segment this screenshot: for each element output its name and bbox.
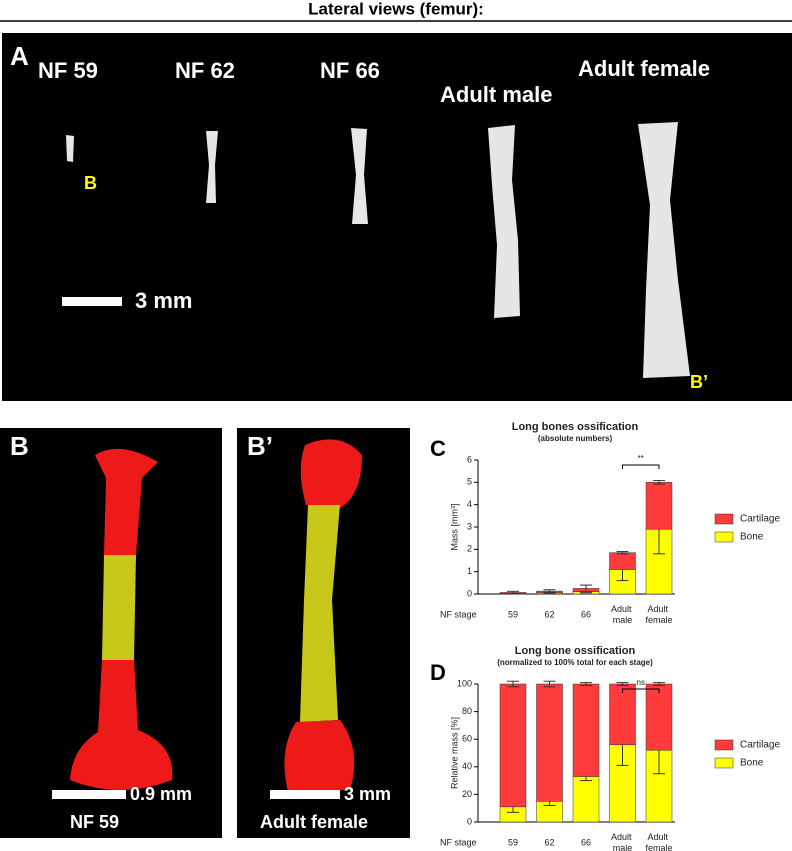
panel-label: C bbox=[430, 436, 446, 461]
marker: B’ bbox=[690, 372, 708, 392]
x-tick-label: 59 bbox=[508, 837, 518, 847]
legend-label: Cartilage bbox=[740, 740, 780, 751]
caption: NF 59 bbox=[70, 812, 119, 832]
caption: Adult female bbox=[260, 812, 368, 832]
stage-label: NF 62 bbox=[175, 58, 235, 83]
y-tick-label: 60 bbox=[462, 734, 472, 744]
panel-label: B bbox=[10, 431, 29, 461]
x-axis-label: NF stage bbox=[440, 609, 477, 619]
y-tick-label: 1 bbox=[467, 566, 472, 576]
error-bar bbox=[543, 680, 556, 688]
annotation: ** bbox=[638, 454, 644, 463]
error-bar bbox=[507, 590, 519, 595]
bone bbox=[66, 135, 74, 162]
bar-segment bbox=[609, 552, 636, 570]
cartilage bbox=[70, 660, 173, 790]
bar-segment bbox=[609, 683, 636, 745]
cartilage bbox=[95, 448, 158, 555]
scale-label: 3 mm bbox=[344, 784, 391, 804]
stage-label: NF 66 bbox=[320, 58, 380, 83]
bar-segment bbox=[536, 683, 563, 802]
bone bbox=[300, 505, 340, 722]
legend-label: Bone bbox=[740, 758, 764, 769]
annotation: ns bbox=[637, 678, 645, 687]
error-bar bbox=[616, 682, 629, 686]
error-bar bbox=[616, 551, 629, 555]
chart-subtitle: (normalized to 100% total for each stage… bbox=[497, 658, 653, 667]
scale-bar bbox=[52, 790, 126, 799]
y-tick-label: 2 bbox=[467, 544, 472, 554]
panel-label: B’ bbox=[247, 431, 273, 461]
panel-label: A bbox=[10, 41, 29, 71]
x-tick-label: 66 bbox=[581, 837, 591, 847]
error-bar bbox=[580, 682, 592, 686]
scale-label: 3 mm bbox=[135, 288, 192, 313]
y-axis-label: Mass [mm³] bbox=[449, 504, 459, 551]
chart-title: Long bone ossification bbox=[515, 645, 636, 657]
legend-swatch bbox=[714, 513, 734, 525]
legend-swatch bbox=[714, 739, 734, 751]
y-tick-label: 20 bbox=[462, 789, 472, 799]
stage-label: Adult female bbox=[578, 56, 710, 81]
scale-label: 0.9 mm bbox=[130, 784, 192, 804]
x-tick-label: Adult female bbox=[645, 604, 672, 625]
y-axis-label: Relative mass [%] bbox=[449, 717, 459, 789]
bone bbox=[206, 131, 218, 203]
bar-segment bbox=[572, 776, 600, 823]
x-tick-label: Adult male bbox=[611, 604, 634, 625]
scale-bar bbox=[270, 790, 340, 799]
bar-segment bbox=[572, 683, 600, 777]
bar-segment bbox=[499, 683, 527, 808]
legend-label: Cartilage bbox=[740, 514, 780, 525]
x-tick-label: 66 bbox=[581, 609, 591, 619]
y-tick-label: 4 bbox=[467, 499, 472, 509]
x-tick-label: 59 bbox=[508, 609, 518, 619]
bone bbox=[488, 125, 520, 318]
error-bar bbox=[507, 680, 519, 688]
stage-label: NF 59 bbox=[38, 58, 98, 83]
marker: B bbox=[84, 173, 97, 193]
panel-label: D bbox=[430, 660, 446, 685]
x-tick-label: 62 bbox=[544, 837, 554, 847]
error-bar bbox=[653, 682, 665, 686]
chart-subtitle: (absolute numbers) bbox=[538, 434, 613, 443]
cartilage bbox=[284, 720, 355, 792]
y-tick-label: 5 bbox=[467, 477, 472, 487]
legend-swatch bbox=[714, 531, 734, 543]
legend-label: Bone bbox=[740, 532, 764, 543]
significance-bracket bbox=[622, 688, 660, 693]
bones bbox=[66, 122, 690, 378]
bone bbox=[638, 122, 690, 378]
chart-title: Long bones ossification bbox=[512, 421, 639, 433]
scale-bar bbox=[62, 297, 122, 306]
significance-bracket bbox=[622, 464, 660, 469]
y-tick-label: 100 bbox=[457, 678, 472, 688]
x-axis-label: NF stage bbox=[440, 837, 477, 847]
bar-segment bbox=[645, 482, 673, 530]
x-tick-label: Adult male bbox=[611, 832, 634, 851]
y-tick-label: 0 bbox=[467, 816, 472, 826]
y-tick-label: 40 bbox=[462, 761, 472, 771]
cartilage bbox=[300, 439, 362, 508]
legend-swatch bbox=[714, 757, 734, 769]
bone bbox=[351, 128, 368, 224]
bone bbox=[102, 555, 136, 660]
error-bar bbox=[543, 589, 556, 593]
bar-segment bbox=[645, 683, 673, 751]
figure-title: Lateral views (femur): bbox=[308, 0, 484, 18]
error-bar bbox=[653, 480, 665, 485]
x-tick-label: Adult female bbox=[645, 832, 672, 851]
y-tick-label: 6 bbox=[467, 454, 472, 464]
y-tick-label: 3 bbox=[467, 521, 472, 531]
error-bar bbox=[580, 584, 592, 593]
stage-label: Adult male bbox=[440, 82, 552, 107]
y-tick-label: 0 bbox=[467, 588, 472, 598]
x-tick-label: 62 bbox=[544, 609, 554, 619]
y-tick-label: 80 bbox=[462, 706, 472, 716]
